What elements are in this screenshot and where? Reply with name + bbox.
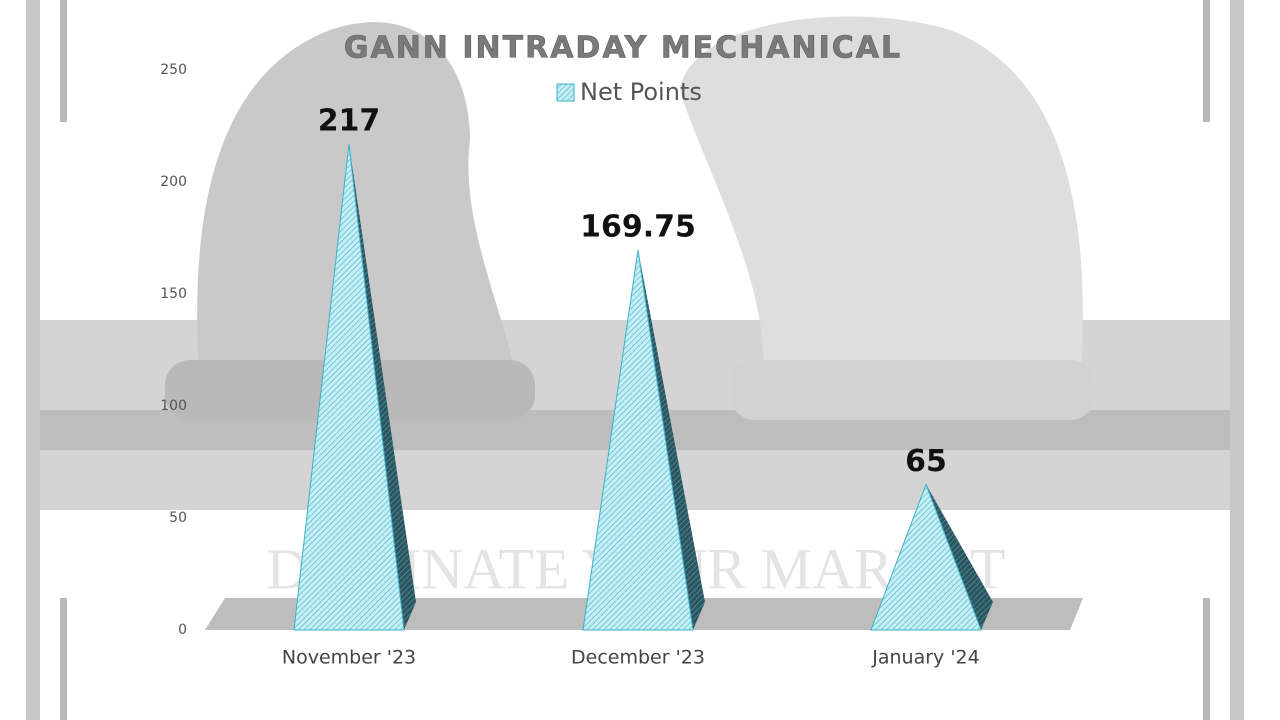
frame-left	[26, 0, 40, 720]
y-tick-label: 200	[160, 174, 187, 190]
legend-label: Net Points	[580, 78, 702, 106]
data-label: 65	[905, 444, 947, 479]
knight-right-base	[730, 360, 1095, 420]
pyramid-side	[926, 484, 993, 630]
frame-bar	[1203, 598, 1210, 720]
pyramid	[582, 249, 694, 631]
legend-swatch	[556, 83, 575, 102]
chart-title: GANN INTRADAY MECHANICAL	[344, 31, 902, 66]
data-label: 169.75	[580, 209, 696, 244]
frame-bar	[1203, 0, 1210, 122]
y-tick-label: 150	[160, 286, 187, 302]
y-tick-label: 50	[169, 510, 187, 526]
y-tick-label: 250	[160, 62, 187, 78]
pyramid	[293, 143, 405, 631]
y-tick-label: 100	[160, 398, 187, 414]
frame-bar	[60, 0, 67, 122]
frame-bar	[60, 598, 67, 720]
pyramid-side	[349, 143, 416, 631]
frame-right	[1230, 0, 1244, 720]
y-tick-label: 0	[178, 622, 187, 638]
knight-left	[197, 22, 520, 391]
pyramid	[870, 482, 982, 631]
x-tick-label: December '23	[571, 647, 705, 669]
x-tick-label: November '23	[282, 647, 416, 669]
pyramid-side	[638, 249, 705, 630]
x-tick-label: January '24	[871, 647, 979, 669]
data-label: 217	[318, 103, 381, 138]
knight-right	[680, 16, 1083, 390]
